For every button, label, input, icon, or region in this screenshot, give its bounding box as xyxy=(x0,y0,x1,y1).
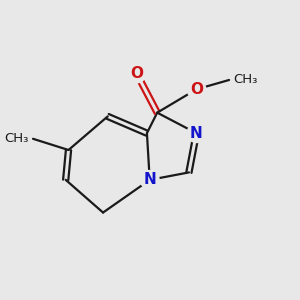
Circle shape xyxy=(187,124,206,142)
Text: CH₃: CH₃ xyxy=(4,132,28,145)
Text: CH₃: CH₃ xyxy=(234,74,258,86)
Circle shape xyxy=(140,170,159,189)
Text: N: N xyxy=(190,126,203,141)
Text: N: N xyxy=(143,172,156,188)
Text: O: O xyxy=(130,66,143,81)
Circle shape xyxy=(127,64,146,83)
Circle shape xyxy=(187,80,206,99)
Text: O: O xyxy=(190,82,203,97)
